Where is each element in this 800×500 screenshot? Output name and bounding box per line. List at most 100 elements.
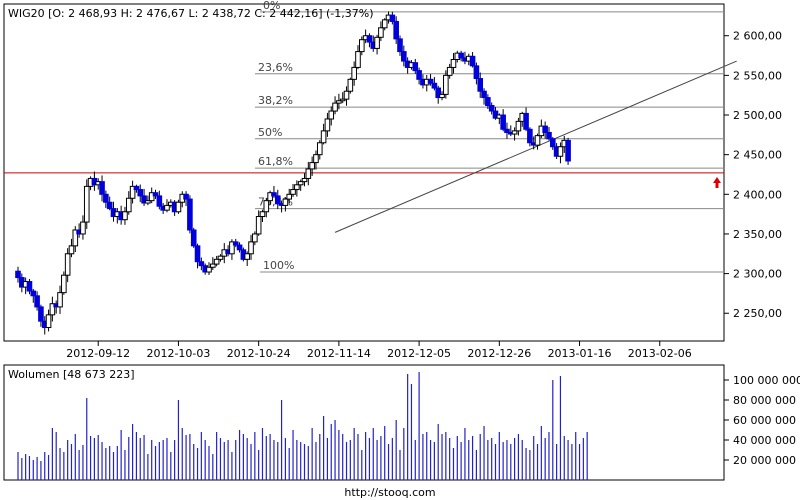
date-tick-label: 2012-12-26 bbox=[467, 347, 531, 360]
candle bbox=[133, 184, 140, 193]
price-tick-label: 2 600,00 bbox=[733, 30, 782, 43]
candle bbox=[57, 285, 63, 314]
candle bbox=[183, 191, 189, 207]
candle-body-up bbox=[446, 66, 453, 76]
candle-body-down bbox=[271, 192, 277, 197]
price-tick-label: 2 500,00 bbox=[733, 109, 782, 122]
candle-body-down bbox=[232, 241, 239, 246]
candle-body-down bbox=[412, 62, 419, 72]
candle-body-up bbox=[557, 146, 564, 157]
candle bbox=[255, 210, 262, 236]
candle bbox=[320, 123, 327, 145]
candle bbox=[274, 189, 281, 209]
source-link[interactable]: http://stooq.com bbox=[344, 486, 435, 499]
candle-body-down bbox=[133, 185, 140, 191]
candle-body-up bbox=[125, 197, 132, 213]
candle-body-up bbox=[244, 253, 250, 260]
candle-body-down bbox=[274, 195, 281, 205]
candle bbox=[152, 189, 159, 199]
candle bbox=[137, 184, 144, 203]
candle-body-up bbox=[175, 201, 182, 213]
candle-body-up bbox=[515, 120, 522, 132]
candle-body-up bbox=[217, 255, 224, 260]
candle bbox=[49, 296, 56, 322]
price-panel: 0%23,6%38,2%50%61,8%76,4%100% 2 250,002 … bbox=[3, 0, 782, 360]
candle bbox=[347, 77, 354, 94]
candle-body-down bbox=[141, 195, 147, 204]
candle bbox=[297, 179, 304, 191]
price-tick-label: 2 450,00 bbox=[733, 149, 782, 162]
candle-body-up bbox=[511, 130, 518, 135]
candle bbox=[527, 127, 533, 147]
candle-body-down bbox=[565, 139, 571, 162]
date-tick-label: 2012-10-24 bbox=[227, 347, 291, 360]
date-axis: 2012-09-12 2012-10-03 2012-10-24 2012-11-14… bbox=[66, 341, 692, 360]
candle-body-up bbox=[336, 100, 342, 104]
candle-body-down bbox=[542, 125, 548, 133]
date-tick-label: 2012-11-14 bbox=[307, 347, 371, 360]
date-tick-label: 2012-09-12 bbox=[66, 347, 130, 360]
candle bbox=[389, 11, 396, 25]
candle-body-up bbox=[267, 192, 273, 202]
candle-body-down bbox=[550, 138, 556, 148]
candle bbox=[15, 266, 21, 283]
candle-body-down bbox=[190, 229, 197, 247]
candle bbox=[343, 86, 350, 106]
candle-body-down bbox=[187, 198, 193, 231]
candle-body-down bbox=[435, 87, 441, 99]
candle bbox=[324, 112, 331, 137]
candle bbox=[26, 278, 33, 295]
candle bbox=[511, 127, 518, 141]
candle-body-up bbox=[374, 36, 380, 49]
candle bbox=[229, 239, 235, 260]
candle bbox=[187, 195, 193, 234]
candle bbox=[332, 96, 338, 115]
candle-body-up bbox=[351, 66, 357, 80]
candle bbox=[210, 257, 216, 271]
candle bbox=[80, 215, 86, 240]
candle-body-down bbox=[431, 82, 438, 89]
candles bbox=[15, 11, 721, 335]
candle-body-up bbox=[286, 193, 293, 200]
candle bbox=[416, 67, 422, 85]
candle-body-up bbox=[355, 51, 361, 68]
candle bbox=[244, 251, 250, 267]
up-arrow-icon bbox=[713, 177, 721, 189]
candle-body-up bbox=[309, 162, 315, 170]
volume-tick-label: 40 000 000 bbox=[733, 434, 796, 447]
candle bbox=[30, 288, 37, 303]
fibonacci-label: 38,2% bbox=[258, 94, 293, 107]
candle-body-down bbox=[366, 35, 373, 43]
candle-body-up bbox=[255, 216, 262, 235]
candle bbox=[328, 106, 335, 126]
candle-body-up bbox=[83, 185, 90, 223]
candle-body-up bbox=[439, 93, 445, 99]
candle bbox=[355, 45, 361, 70]
candle bbox=[125, 191, 132, 215]
date-tick-label: 2012-12-05 bbox=[387, 347, 451, 360]
candle bbox=[122, 206, 128, 225]
candle bbox=[252, 231, 258, 246]
candle bbox=[534, 133, 541, 150]
candle bbox=[236, 242, 243, 253]
volume-axis: 20 000 000 40 000 000 60 000 000 80 000 000… bbox=[724, 374, 800, 467]
candle-body-down bbox=[477, 78, 484, 92]
candle bbox=[435, 85, 441, 104]
price-tick-label: 2 400,00 bbox=[733, 188, 782, 201]
candle-body-down bbox=[401, 51, 407, 62]
candle bbox=[194, 243, 201, 269]
candle-body-up bbox=[248, 241, 254, 255]
candle-body-up bbox=[68, 245, 75, 255]
candle bbox=[206, 262, 212, 276]
candle bbox=[431, 77, 438, 91]
candle-body-up bbox=[316, 142, 323, 156]
candle bbox=[450, 53, 457, 74]
candle bbox=[542, 121, 548, 139]
candle bbox=[106, 196, 113, 211]
candle bbox=[290, 183, 296, 197]
candle-body-down bbox=[416, 70, 422, 80]
candle bbox=[381, 18, 388, 31]
price-legend: WIG20 [O: 2 468,93 H: 2 476,67 L: 2 438,… bbox=[8, 7, 374, 20]
candle-body-up bbox=[164, 204, 170, 211]
candle-body-up bbox=[332, 102, 338, 112]
